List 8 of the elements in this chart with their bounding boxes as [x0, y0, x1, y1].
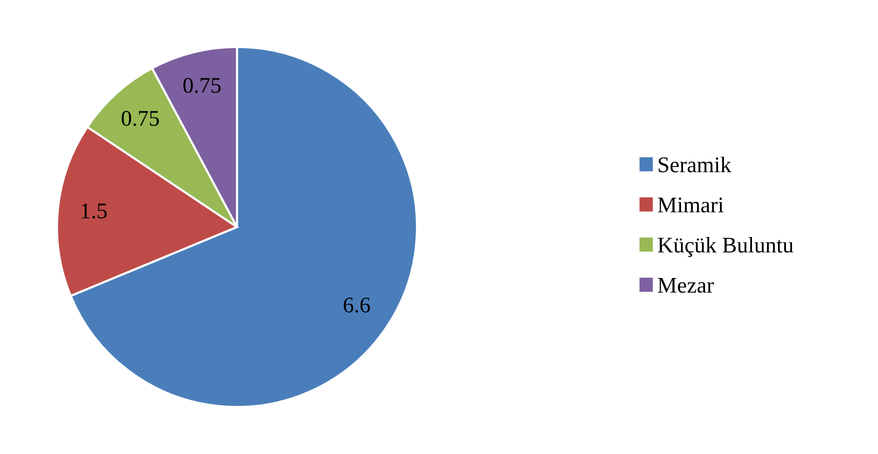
data-label: 0.75 — [122, 110, 159, 126]
legend-label: Mimari — [658, 198, 724, 212]
legend-label: Küçük Buluntu — [658, 237, 794, 258]
data-label: 1.5 — [82, 204, 107, 219]
legend-label: Mezar — [658, 278, 714, 293]
legend-label: Seramik — [658, 156, 732, 172]
data-label: 6.6 — [344, 298, 370, 313]
data-label: 0.75 — [183, 78, 221, 93]
